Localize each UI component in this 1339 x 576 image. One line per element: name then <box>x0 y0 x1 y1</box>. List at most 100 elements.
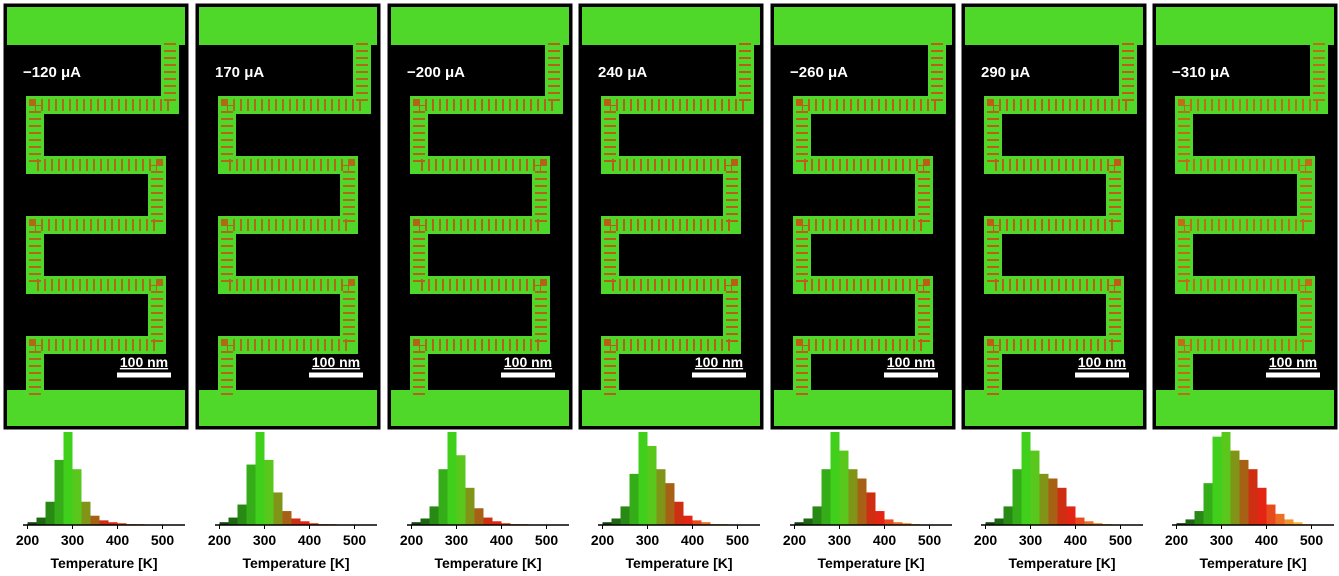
bottom-contact <box>7 390 185 426</box>
histogram-bar <box>684 516 693 525</box>
histogram-bar <box>1276 514 1285 525</box>
scale-bar-label: 100 nm <box>1078 354 1126 370</box>
histogram-bar <box>1040 474 1049 525</box>
x-tick-label: 200 <box>1165 532 1189 548</box>
histogram-bar <box>475 508 484 525</box>
x-tick-label: 300 <box>253 532 277 548</box>
histogram-bar <box>1049 479 1058 526</box>
x-tick-label: 300 <box>445 532 469 548</box>
x-tick-label: 500 <box>151 532 175 548</box>
histogram-bar <box>421 518 430 525</box>
x-axis-label: Temperature [K] <box>434 555 541 571</box>
histogram-bar <box>484 518 493 525</box>
histogram-bar <box>612 518 621 525</box>
x-axis-label: Temperature [K] <box>1008 555 1115 571</box>
histogram-bar <box>840 451 849 525</box>
top-contact <box>1156 7 1334 45</box>
x-tick-label: 300 <box>61 532 85 548</box>
histogram-bar <box>831 432 840 525</box>
histogram-bar <box>1195 511 1204 525</box>
x-tick-label: 200 <box>400 532 424 548</box>
histogram-bar <box>466 488 475 525</box>
thermal-map: −310 μA100 nm <box>1154 5 1336 428</box>
histogram-bar <box>666 483 675 525</box>
histogram-bar <box>804 518 813 525</box>
x-tick-label: 500 <box>535 532 559 548</box>
x-tick-label: 300 <box>1019 532 1043 548</box>
x-tick-label: 400 <box>106 532 130 548</box>
histogram: 200300400500Temperature [K] <box>974 432 1143 571</box>
histogram-bar <box>1058 488 1067 525</box>
scale-bar-label: 100 nm <box>312 354 360 370</box>
current-label: −200 μA <box>407 64 465 81</box>
histogram-bar <box>876 511 885 525</box>
x-tick-label: 500 <box>726 532 750 548</box>
bottom-contact <box>199 390 377 426</box>
x-tick-label: 200 <box>591 532 615 548</box>
histogram-bar <box>867 492 876 525</box>
histogram-bar <box>37 518 46 525</box>
x-tick-label: 300 <box>1210 532 1234 548</box>
histogram-bar <box>91 516 100 525</box>
top-contact <box>7 7 185 45</box>
histogram-bar <box>813 506 822 525</box>
thermal-map: −260 μA 100 nm <box>772 5 954 428</box>
histogram-bar <box>448 432 457 525</box>
scale-bar-label: 100 nm <box>887 354 935 370</box>
histogram-bar <box>849 469 858 525</box>
histogram: 200300400500Temperature [K] <box>783 432 952 571</box>
histogram-bar <box>238 505 247 525</box>
histogram-bar <box>1249 469 1258 525</box>
histogram-bar <box>1222 432 1231 525</box>
x-axis-label: Temperature [K] <box>50 555 157 571</box>
histogram-bar <box>1240 460 1249 525</box>
histogram: 200 300 400 500 Temperature [K] <box>16 432 185 571</box>
histogram-bar <box>265 460 274 525</box>
histogram-bar <box>621 506 630 525</box>
current-label: −310 μA <box>1172 64 1230 81</box>
top-contact <box>391 7 569 45</box>
histogram-bar <box>64 432 73 525</box>
histogram-bar <box>648 446 657 525</box>
histogram-bar <box>995 518 1004 525</box>
x-tick-label: 200 <box>208 532 232 548</box>
x-tick-label: 500 <box>343 532 367 548</box>
x-tick-label: 300 <box>828 532 852 548</box>
x-tick-label: 400 <box>873 532 897 548</box>
x-tick-label: 400 <box>1255 532 1279 548</box>
histogram-bar <box>1267 505 1276 525</box>
histogram-bar <box>73 469 82 525</box>
x-tick-label: 400 <box>298 532 322 548</box>
histogram-bar <box>1013 469 1022 525</box>
thermal-map: −200 μA 100 nm <box>389 5 571 428</box>
x-tick-label: 500 <box>1300 532 1324 548</box>
histogram: 200 300 400 500 Temperature [K] <box>400 432 569 571</box>
current-label: −260 μA <box>790 64 848 81</box>
histogram-bar <box>55 460 64 525</box>
histogram-bar <box>630 474 639 525</box>
histogram-bar <box>1022 432 1031 525</box>
bottom-contact <box>965 390 1143 426</box>
histogram: 200 300 400 500 Temperature [K] <box>1165 432 1334 571</box>
x-axis-label: Temperature [K] <box>242 555 349 571</box>
x-tick-label: 200 <box>16 532 40 548</box>
histogram-bar <box>1231 451 1240 525</box>
histogram-bar <box>229 518 238 525</box>
histogram-bar <box>675 502 684 525</box>
histogram-bar <box>247 465 256 525</box>
histogram-bar <box>457 455 466 525</box>
histogram-bar <box>1004 506 1013 525</box>
histogram-bar <box>657 469 666 525</box>
scale-bar-label: 100 nm <box>504 354 552 370</box>
top-contact <box>774 7 952 45</box>
histogram-bar <box>1213 437 1222 525</box>
x-tick-label: 300 <box>636 532 660 548</box>
scale-bar-label: 100 nm <box>695 354 743 370</box>
current-label: −120 μA <box>23 64 81 81</box>
current-label: 240 μA <box>598 64 647 81</box>
x-tick-label: 400 <box>490 532 514 548</box>
x-axis-label: Temperature [K] <box>1199 555 1306 571</box>
histogram-bar <box>1258 488 1267 525</box>
